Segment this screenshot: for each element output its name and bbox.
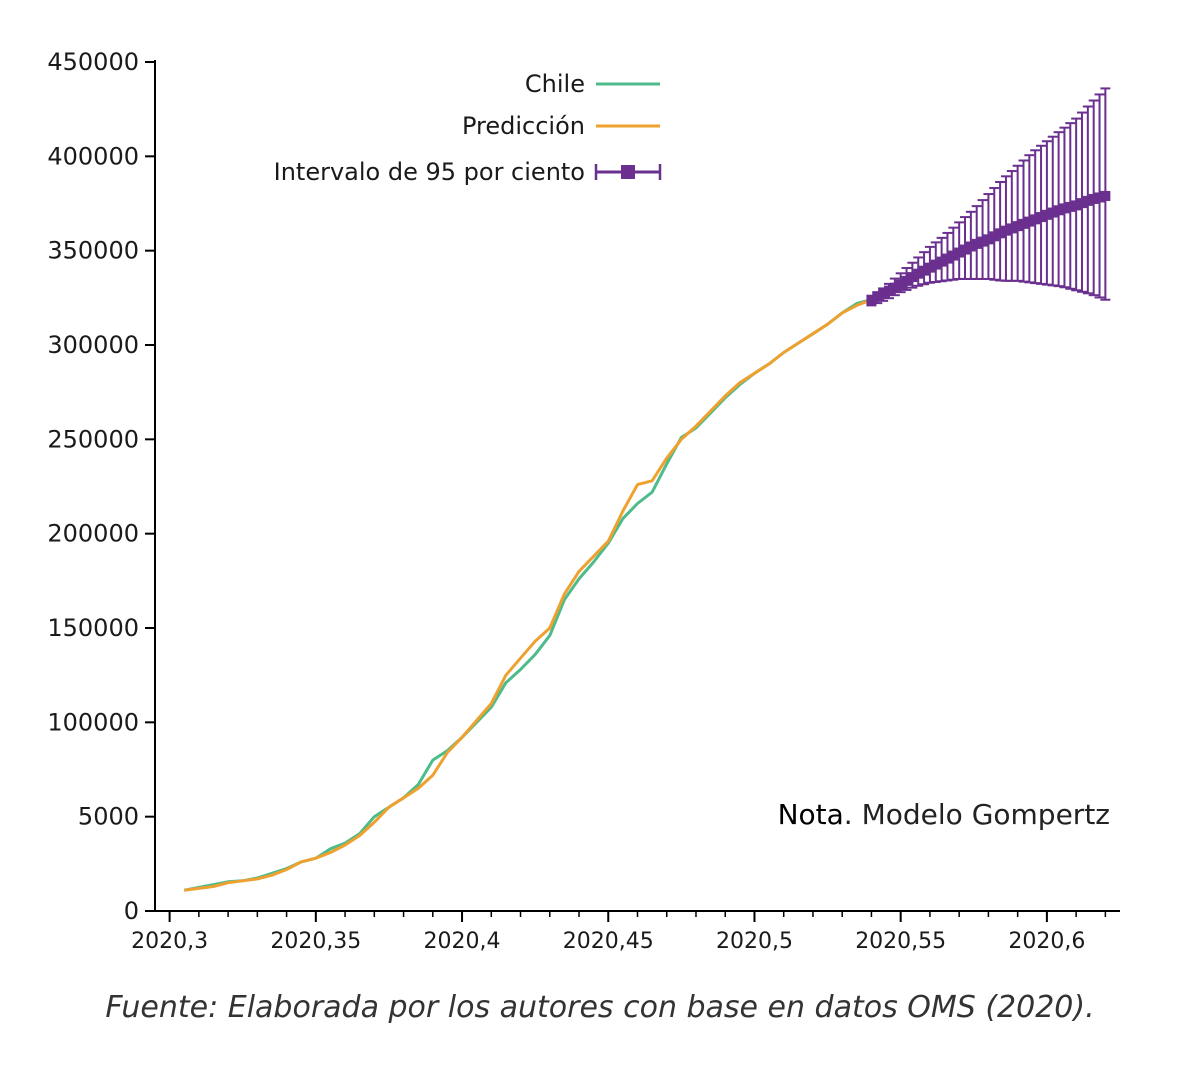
x-tick-label: 2020,3: [131, 929, 208, 954]
legend-swatch-marker: [621, 165, 635, 179]
x-tick-label: 2020,4: [424, 929, 501, 954]
note-text: . Modelo Gompertz: [843, 798, 1110, 831]
source-caption: Fuente: Elaborada por los autores con ba…: [105, 990, 1095, 1025]
x-tick-label: 2020,5: [716, 929, 793, 954]
note: Nota. Modelo Gompertz: [778, 798, 1110, 831]
y-tick-label: 300000: [47, 331, 139, 359]
y-tick-label: 150000: [47, 614, 139, 642]
legend-label: Intervalo de 95 por ciento: [274, 158, 585, 186]
x-tick-label: 2020,35: [270, 929, 361, 954]
interval-mean-line: [870, 194, 1106, 302]
y-tick-label: 350000: [47, 237, 139, 265]
y-tick-label: 200000: [47, 520, 139, 548]
y-tick-label: 400000: [47, 142, 139, 170]
interval-series: [866, 87, 1111, 307]
y-tick-label: 450000: [47, 48, 139, 76]
chart: 0 5000 100000 150000 200000 250000 300000 35000…: [47, 48, 1120, 954]
y-tick-label: 5000: [78, 803, 139, 831]
y-tick-label: 0: [124, 897, 139, 925]
y-tick-label: 100000: [47, 708, 139, 736]
legend-label: Chile: [525, 70, 585, 98]
x-tick-label: 2020,45: [563, 929, 654, 954]
axes: 0 5000 100000 150000 200000 250000 300000 35000…: [47, 48, 1120, 954]
chile-line: [183, 298, 872, 892]
legend-label: Predicción: [462, 112, 585, 140]
series-layer: [183, 87, 1111, 892]
prediccion-line: [184, 298, 872, 892]
legend: Chile Predicción Intervalo de 95 por cient…: [274, 70, 662, 186]
x-tick-label: 2020,6: [1008, 929, 1085, 954]
x-tick-label: 2020,55: [855, 929, 946, 954]
y-tick-label: 250000: [47, 425, 139, 453]
note-bold: Nota: [777, 798, 844, 831]
